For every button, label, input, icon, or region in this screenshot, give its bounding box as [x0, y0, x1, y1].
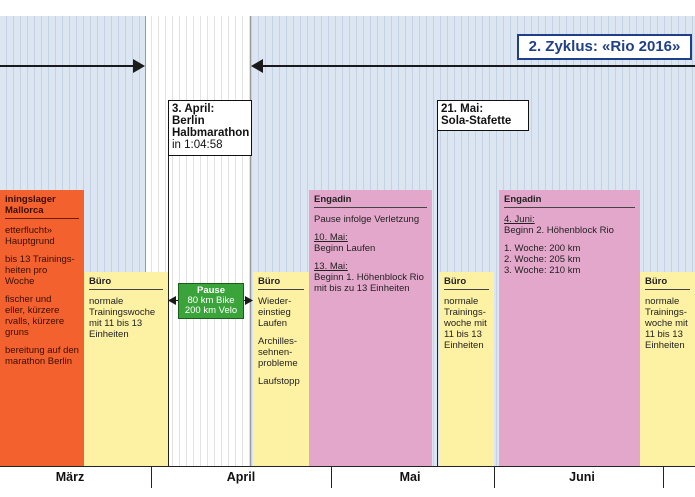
- engadin-2-week-1: 1. Woche: 200 km: [504, 243, 581, 254]
- mallorca-title: iningslager Mallorca: [5, 194, 56, 216]
- berlin-result-time: in 1:04:58: [172, 139, 223, 151]
- span-right-arrowhead-icon: [245, 296, 253, 305]
- arrow-left-icon: [251, 59, 263, 73]
- buero-1-title: Büro: [89, 276, 112, 287]
- buero-4-line-2: Trainings-: [645, 307, 687, 318]
- buero-4-line-3: woche mit: [645, 318, 688, 329]
- engadin-2-title: Engadin: [504, 194, 542, 205]
- cycle-label: 2. Zyklus: «Rio 2016»: [517, 34, 692, 60]
- engadin-1-title: Engadin: [314, 194, 352, 205]
- pause-bar: Pause 80 km Bike 200 km Velo: [178, 283, 244, 319]
- buero-2-line-4: Archilles-: [258, 336, 298, 347]
- sola-stafette-callout: 21. Mai: Sola-Stafette: [437, 100, 529, 131]
- buero-1-bar: Büro normale Trainingswoche mit 11 bis 1…: [84, 272, 168, 466]
- mallorca-line-5: fischer und: [5, 294, 52, 305]
- buero-1-line-4: Einheiten: [89, 329, 129, 340]
- buero-2-line-3: Laufen: [258, 318, 288, 329]
- engadin-2-divider: [504, 207, 635, 208]
- month-divider-1: [151, 466, 152, 488]
- pause-line-2: 200 km Velo: [184, 305, 238, 316]
- mallorca-line-1: etterflucht»: [5, 225, 52, 236]
- mallorca-line-9: bereitung auf den: [5, 345, 79, 356]
- mallorca-line-2: Hauptgrund: [5, 236, 55, 247]
- month-label-juni: Juni: [569, 470, 595, 484]
- buero-1-line-3: mit 11 bis 13: [89, 318, 143, 329]
- mallorca-line-4: heiten pro Woche: [5, 265, 48, 287]
- berlin-halbmarathon-callout: 3. April: Berlin Halbmarathon in 1:04:58: [168, 100, 252, 156]
- engadin-2-text-1: Beginn 2. Höhenblock Rio: [504, 225, 614, 236]
- engadin-1-bar: Engadin Pause infolge Verletzung 10. Mai…: [309, 190, 432, 466]
- engadin-1-date-1: 10. Mai:: [314, 232, 348, 243]
- buero-4-line-5: Einheiten: [645, 340, 685, 351]
- berlin-event-line: [168, 100, 169, 466]
- buero-4-divider: [645, 289, 690, 290]
- cycle1-arrow-line: [0, 65, 136, 67]
- buero-3-line-3: woche mit: [444, 318, 487, 329]
- mallorca-line-7: rvalls, kürzere: [5, 316, 65, 327]
- month-divider-3: [494, 466, 495, 488]
- buero-2-title: Büro: [258, 276, 281, 287]
- buero-1-divider: [89, 289, 163, 290]
- mallorca-line-8: gruns: [5, 327, 29, 338]
- month-label-mai: Mai: [399, 470, 421, 484]
- buero-1-line-2: Trainingswoche: [89, 307, 156, 318]
- mallorca-line-10: marathon Berlin: [5, 356, 73, 367]
- engadin-2-bar: Engadin 4. Juni: Beginn 2. Höhenblock Rio…: [499, 190, 640, 466]
- arrow-right-icon: [133, 59, 145, 73]
- pause-title: Pause: [197, 285, 225, 296]
- buero-1-line-1: normale: [89, 296, 124, 307]
- engadin-1-divider: [314, 207, 427, 208]
- mallorca-line-6: eller, kürzere: [5, 305, 60, 316]
- buero-2-bar: Büro Wieder-einstieg Laufen Archilles-seh…: [253, 272, 309, 466]
- sola-date: 21. Mai:: [441, 103, 484, 115]
- buero-3-line-4: 11 bis 13: [444, 329, 482, 340]
- engadin-2-week-3: 3. Woche: 210 km: [504, 265, 581, 276]
- month-divider-2: [331, 466, 332, 488]
- buero-3-line-5: Einheiten: [444, 340, 484, 351]
- span-left-arrowhead-icon: [168, 296, 176, 305]
- buero-3-divider: [444, 289, 489, 290]
- pause-zone-edge-right: [250, 16, 251, 466]
- engadin-1-text-2a: Beginn 1. Höhenblock Rio: [314, 272, 424, 283]
- buero-2-line-7: Laufstopp: [258, 376, 300, 387]
- month-divider-4: [663, 466, 664, 488]
- pause-line-1: 80 km Bike: [187, 295, 235, 306]
- mallorca-training-camp-bar: iningslager Mallorca etterflucht» Hauptgr…: [0, 190, 84, 466]
- buero-2-divider: [258, 289, 304, 290]
- month-axis-line: [0, 466, 695, 467]
- engadin-1-date-2: 13. Mai:: [314, 261, 348, 272]
- mallorca-line-3: bis 13 Trainings-: [5, 254, 75, 265]
- engadin-2-date-1: 4. Juni:: [504, 214, 535, 225]
- engadin-2-week-2: 2. Woche: 205 km: [504, 254, 581, 265]
- berlin-event-name: Halbmarathon: [172, 127, 250, 139]
- engadin-1-text-1: Beginn Laufen: [314, 243, 376, 254]
- cycle2-arrow-line: [260, 65, 695, 67]
- berlin-date: 3. April:: [172, 103, 215, 115]
- buero-4-line-1: normale: [645, 296, 680, 307]
- month-label-maerz: März: [55, 470, 85, 484]
- buero-2-line-2: einstieg: [258, 307, 291, 318]
- buero-3-line-2: Trainings-: [444, 307, 486, 318]
- berlin-city: Berlin: [172, 115, 205, 127]
- buero-2-line-6: probleme: [258, 358, 298, 369]
- engadin-1-text-2b: mit bis zu 13 Einheiten: [314, 283, 410, 294]
- buero-4-title: Büro: [645, 276, 668, 287]
- buero-3-title: Büro: [444, 276, 467, 287]
- mallorca-divider: [5, 218, 79, 219]
- buero-2-line-5: sehnen-: [258, 347, 293, 358]
- buero-4-line-4: 11 bis 13: [645, 329, 683, 340]
- buero-3-line-1: normale: [444, 296, 479, 307]
- buero-3-bar: Büro normale Trainings- woche mit 11 bis…: [439, 272, 494, 466]
- engadin-1-note: Pause infolge Verletzung: [314, 214, 420, 225]
- buero-4-bar: Büro normale Trainings- woche mit 11 bis…: [640, 272, 695, 466]
- month-label-april: April: [226, 470, 256, 484]
- sola-event-line: [437, 100, 438, 466]
- sola-event-name: Sola-Stafette: [441, 115, 512, 127]
- pause-zone-edge-left: [145, 16, 146, 466]
- buero-2-line-1: Wieder-: [258, 296, 292, 307]
